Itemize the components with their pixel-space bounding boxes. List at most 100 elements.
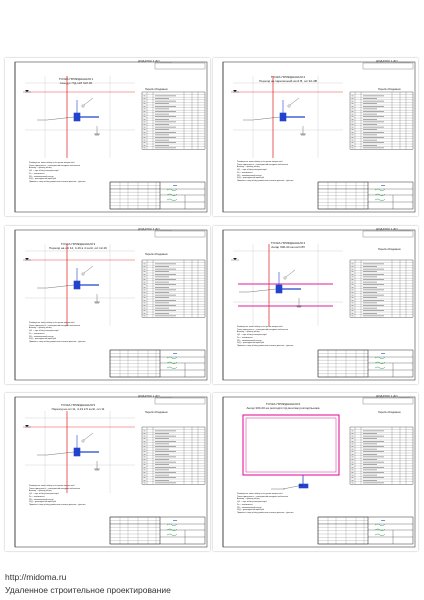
spec-table-title: Перелік обладнання (145, 253, 168, 256)
spec-table-title: Перелік обладнання (145, 411, 168, 414)
sheet-frame (14, 396, 208, 548)
signature-mark (374, 366, 386, 370)
signature-mark (166, 366, 178, 370)
sheet-stamp: ДОДАТОК 1 ДО _______ (376, 394, 411, 398)
revision-table (109, 516, 161, 545)
signature-mark (374, 356, 386, 360)
sheet-drawing (222, 61, 416, 213)
meter-cabinet (275, 284, 283, 294)
sheet-stamp: ДОДАТОК 1 ДО _______ (376, 59, 411, 63)
leader-line (46, 116, 75, 121)
sheet-frame (14, 61, 208, 213)
revision-table (109, 349, 161, 378)
signature-mark (374, 193, 386, 197)
level-marker-triangle (233, 258, 237, 260)
signature-mark (374, 523, 386, 527)
site-tagline: Удаленное строительное проектирование (5, 585, 171, 595)
sheet-title: ТОЧКА ПРИЄДНАННЯ 5 Перехід на осі 11, 4-1… (51, 403, 105, 411)
leader-line (282, 484, 304, 490)
signature-mark (166, 188, 178, 192)
level-marker-triangle (25, 90, 29, 92)
spec-table-title: Перелік обладнання (145, 88, 168, 91)
sheet-drawing (222, 396, 416, 548)
stamp-box (154, 230, 206, 238)
leader-line (252, 116, 281, 121)
spec-table-title: Перелік обладнання (378, 248, 401, 251)
stamp-box (154, 62, 206, 70)
sheet-notes: Розміщення точки обліку на існуючих опор… (29, 322, 86, 343)
revision-table (317, 516, 369, 545)
title-block (317, 349, 414, 378)
building-outline (242, 414, 340, 476)
site-url[interactable]: http://midoma.ru (5, 572, 67, 582)
signature-mark (166, 528, 178, 532)
title-block (109, 516, 206, 545)
sheet-frame (14, 229, 208, 381)
sheet-stamp: ДОДАТОК 1 ДО _______ (138, 227, 173, 231)
leader-line (285, 269, 296, 278)
sheet-drawing (14, 229, 208, 381)
meter-cabinet (279, 112, 287, 122)
revision-table (317, 181, 369, 210)
signature-mark (374, 188, 386, 192)
sheet-stamp: ДОДАТОК 1 ДО _______ (376, 227, 411, 231)
sheet-title: ТОЧКА ПРИЄДНАННЯ 2 Перехід на паралельній… (259, 75, 317, 83)
signature-mark (374, 361, 386, 365)
signature-mark (374, 198, 386, 202)
signature-mark (374, 528, 386, 532)
stamp-box (362, 62, 414, 70)
leader-line (83, 432, 94, 441)
callout-circle (287, 104, 291, 108)
signature-mark (166, 193, 178, 197)
spec-table-title: Перелік обладнання (378, 88, 401, 91)
sheet-notes: Розміщення точки обліку на існуючих опор… (29, 485, 86, 506)
sheet-title: ТОЧКА ПРИЄДНАННЯ 1 Акведук ГІД-128 №8-96 (58, 77, 94, 85)
level-marker-triangle (25, 258, 29, 260)
stamp-box (362, 230, 414, 238)
sheet-notes: Розміщення точки обліку на існуючих опор… (237, 493, 294, 514)
meter-cabinet (73, 280, 81, 290)
signature-mark (166, 523, 178, 527)
revision-table (317, 349, 369, 378)
sheet-stamp: ДОДАТОК 1 ДО _______ (138, 59, 173, 63)
signature-mark (166, 361, 178, 365)
sheet-frame (222, 61, 416, 213)
sheet-drawing (14, 396, 208, 548)
sheet-drawing (222, 229, 416, 381)
building-inner-outline (245, 417, 337, 473)
sheet-notes: Розміщення точки обліку на існуючих опор… (237, 326, 294, 347)
leader-line (83, 97, 94, 106)
sheet-title: ТОЧКА ПРИЄДНАННЯ 3 Перехід на осі 12, 4-1… (49, 242, 107, 250)
leader-line (83, 265, 94, 274)
level-marker-triangle (233, 90, 237, 92)
title-block (317, 181, 414, 210)
signature-mark (166, 198, 178, 202)
signature-mark (374, 533, 386, 537)
sheet-drawing (14, 61, 208, 213)
leader-line (289, 97, 300, 106)
signature-mark (166, 533, 178, 537)
title-block (109, 349, 206, 378)
revision-table (109, 181, 161, 210)
sheet-stamp: ДОДАТОК 1 ДО _______ (138, 394, 173, 398)
sheet-frame (222, 229, 416, 381)
title-block (109, 181, 206, 210)
meter-cabinet (73, 447, 81, 457)
meter-cabinet (73, 112, 81, 122)
sheet-notes: Розміщення точки обліку на існуючих опор… (237, 161, 294, 182)
callout-circle (81, 104, 85, 108)
meter-cabinet (298, 483, 309, 489)
stamp-box (154, 397, 206, 405)
sheet-title: ТОЧКА ПРИЄДНАННЯ 6 Ангар 300-40 на розпод… (246, 402, 320, 410)
callout-circle (81, 272, 85, 276)
callout-circle (283, 276, 287, 280)
spec-table-title: Перелік обладнання (378, 411, 401, 414)
callout-circle (81, 439, 85, 443)
sheet-notes: Розміщення точки обліку на існуючих опор… (29, 162, 86, 183)
sheet-title: ТОЧКА ПРИЄДНАННЯ 4 Ангар 300-40 на колії … (270, 241, 306, 249)
leader-line (248, 288, 277, 293)
